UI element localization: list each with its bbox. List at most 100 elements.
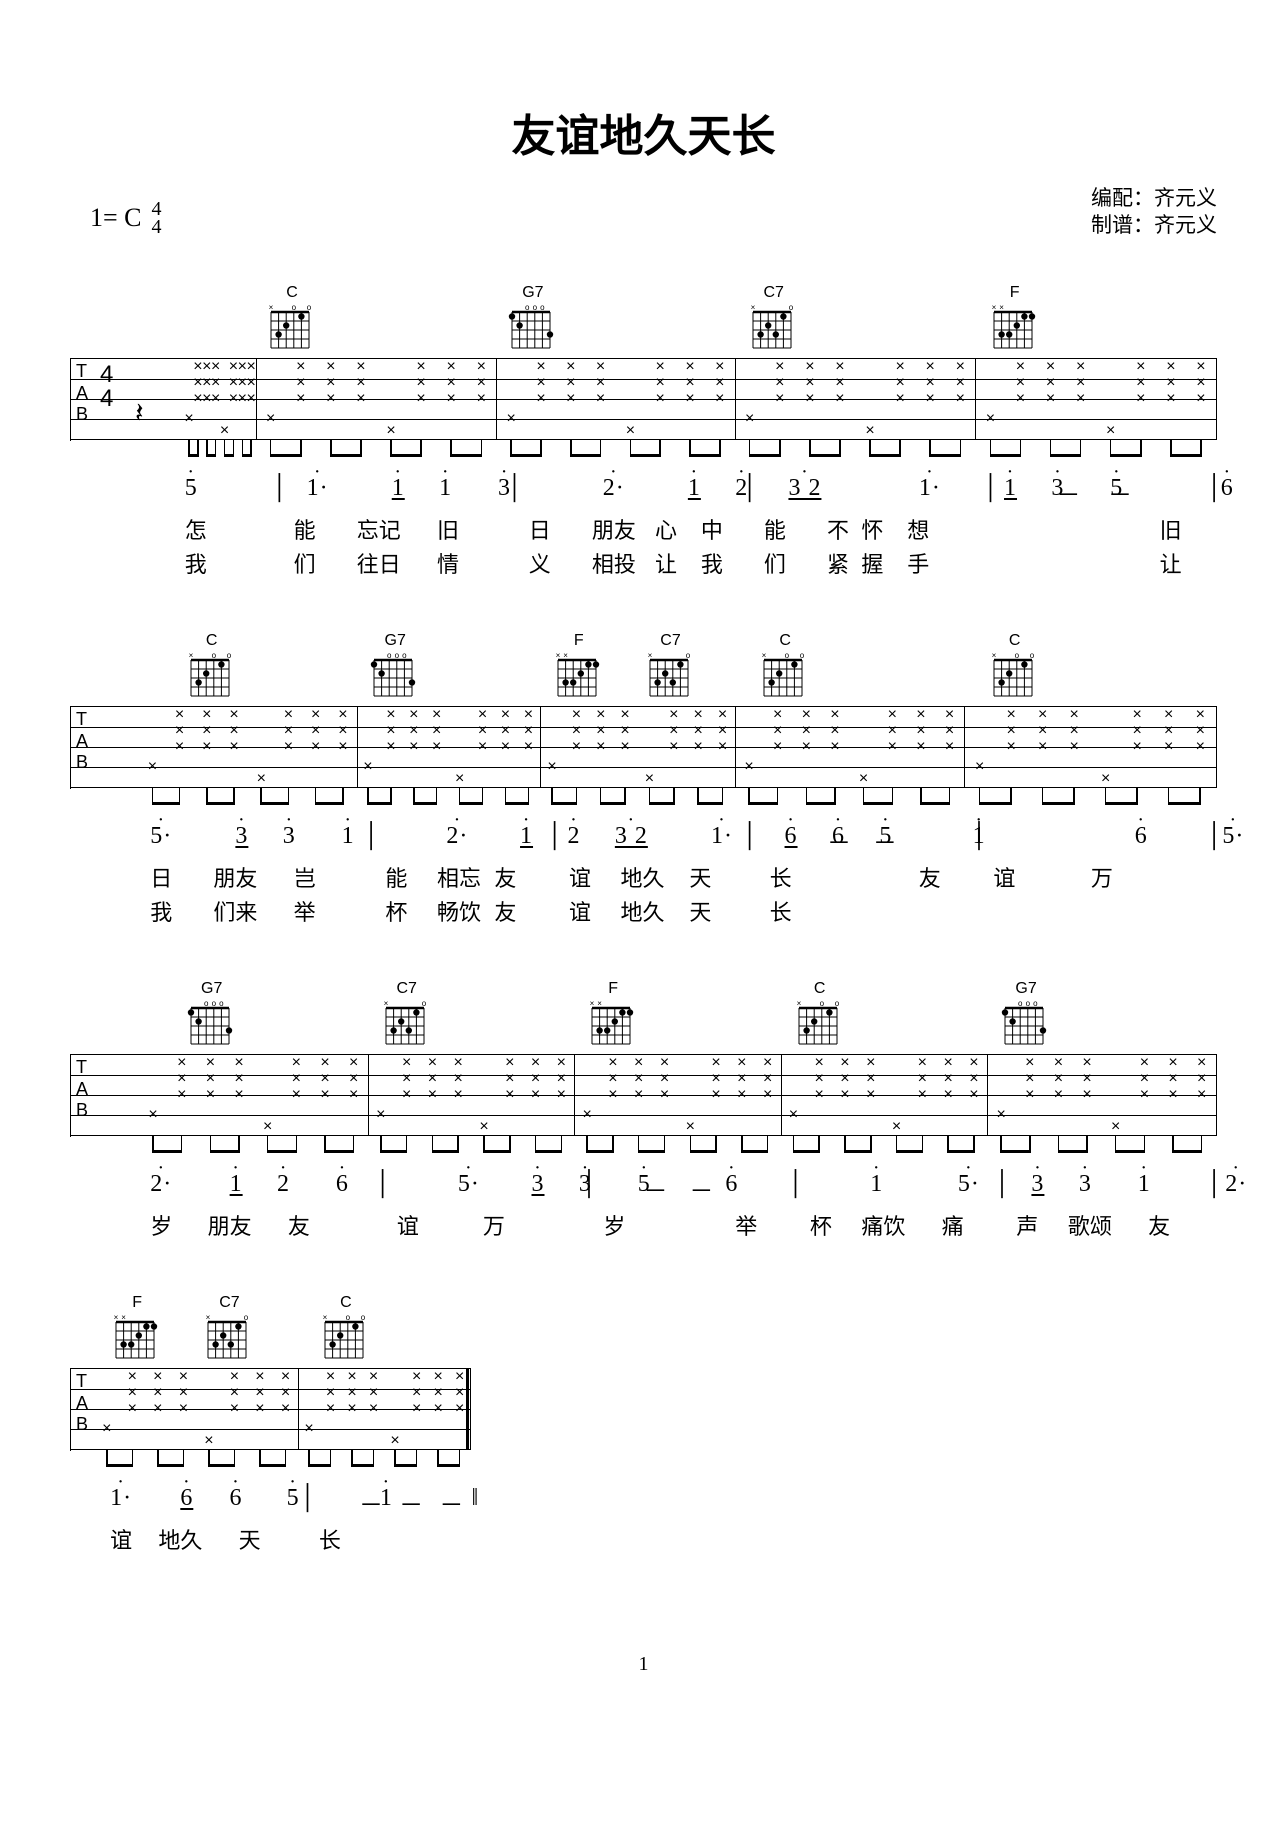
- chord-grid-icon: ooo: [368, 652, 422, 705]
- tab-x-mark: ×: [1197, 1086, 1206, 1104]
- beam: [189, 454, 198, 457]
- sheet-music-page: 友谊地久天长 编配：齐元义 制谱：齐元义 1= C 4 4 C×ooG7oooC…: [0, 0, 1287, 1716]
- beam: [207, 802, 234, 805]
- jianpu-note: 1·: [919, 475, 941, 501]
- tab-x-mark: ×: [926, 390, 935, 408]
- tab-x-mark: ×: [835, 390, 844, 408]
- chord-name: C7: [202, 1294, 256, 1312]
- jianpu-row: 1·665│1－－－‖: [70, 1485, 471, 1519]
- svg-text:×: ×: [796, 1000, 801, 1008]
- jianpu-row: 5·331│2·123 2│1·665│1－－6│5·331│: [70, 823, 1217, 857]
- jianpu-note: 1: [439, 475, 452, 501]
- tab-x-mark: ×: [229, 738, 238, 756]
- tab-x-mark: ×: [356, 390, 365, 408]
- svg-text:o: o: [685, 652, 690, 660]
- lyric-syllable: 天: [689, 895, 711, 927]
- beam: [1173, 1150, 1202, 1153]
- tab-x-mark: ×: [455, 770, 464, 788]
- tab-x-mark: ×: [428, 1086, 437, 1104]
- tab-x-mark: ×: [1133, 738, 1142, 756]
- lyric-syllable: 谊: [569, 861, 591, 893]
- chord-diagram-c7: C7×o: [380, 980, 434, 1053]
- tab-x-mark: ×: [1070, 738, 1079, 756]
- jianpu-note: 1·: [110, 1485, 132, 1511]
- lyric-syllable: 痛饮: [861, 1209, 905, 1241]
- tab-x-mark: ×: [645, 770, 654, 788]
- jianpu-note: 5·: [958, 1171, 980, 1197]
- tab-x-mark: ×: [369, 1400, 378, 1418]
- svg-text:o: o: [395, 652, 400, 660]
- jianpu-note: 3: [235, 823, 248, 849]
- tab-x-mark: ×: [608, 1086, 617, 1104]
- jianpu-note: 6: [180, 1485, 193, 1511]
- lyric-syllable: 怎: [185, 513, 207, 545]
- beam: [153, 1150, 182, 1153]
- tab-x-mark: ×: [402, 1086, 411, 1104]
- beam: [381, 1150, 407, 1153]
- barline: [987, 1055, 988, 1135]
- barline: [1216, 707, 1217, 787]
- tab-x-mark: ×: [507, 410, 516, 428]
- chord-grid-icon: ooo: [506, 304, 560, 357]
- beam: [432, 1150, 458, 1153]
- music-system: F××C7×oC×ooTAB××××××××××××××××××××××××××…: [70, 1294, 471, 1553]
- chord-row: F××C7×oC×oo: [70, 1294, 471, 1364]
- tab-x-mark: ×: [386, 738, 395, 756]
- chord-name: C7: [747, 284, 801, 302]
- beam: [897, 1150, 923, 1153]
- jianpu-note: 3: [1031, 1171, 1044, 1197]
- beam: [536, 1150, 562, 1153]
- transcriber-name: 齐元义: [1154, 213, 1217, 237]
- tab-x-mark: ×: [220, 422, 229, 440]
- tab-x-mark: ×: [478, 738, 487, 756]
- beam: [316, 802, 343, 805]
- lyric-syllable: 们: [764, 547, 786, 579]
- jianpu-note: －: [1108, 475, 1133, 510]
- beam: [1001, 1150, 1030, 1153]
- jianpu-note: －: [1056, 475, 1081, 510]
- lyric-syllable: 手: [907, 547, 929, 579]
- transcriber-line: 制谱：齐元义: [1091, 212, 1217, 239]
- lyric-syllable: 举: [735, 1209, 757, 1241]
- lyric-row: 我们来举杯畅饮友谊地久天长: [70, 895, 1217, 925]
- beam: [1058, 1150, 1087, 1153]
- jianpu-note: │: [982, 475, 1000, 502]
- chord-grid-icon: ××: [110, 1314, 164, 1367]
- beam: [152, 802, 179, 805]
- lyric-syllable: 情: [437, 547, 459, 579]
- chord-row: C×ooG7oooC7×oF××: [70, 284, 1217, 354]
- beam: [742, 1150, 768, 1153]
- tab-x-mark: ×: [773, 738, 782, 756]
- lyric-syllable: 地久: [158, 1523, 202, 1555]
- jianpu-note: 6: [1135, 823, 1148, 849]
- svg-text:×: ×: [323, 1314, 328, 1322]
- chord-name: C: [758, 632, 812, 650]
- svg-text:o: o: [421, 1000, 426, 1008]
- beam: [810, 454, 840, 457]
- tab-x-mark: ×: [376, 1106, 385, 1124]
- tab-clef: TAB: [76, 1057, 88, 1122]
- jianpu-note: －: [827, 823, 852, 858]
- chord-grid-icon: ×oo: [793, 1000, 847, 1053]
- beam: [505, 802, 528, 805]
- beam-row: [70, 787, 1216, 811]
- tab-x-mark: ×: [1038, 738, 1047, 756]
- tab-x-mark: ×: [320, 1086, 329, 1104]
- beam: [484, 1150, 510, 1153]
- svg-text:×: ×: [999, 304, 1004, 312]
- tab-x-mark: ×: [830, 738, 839, 756]
- tab-x-mark: ×: [744, 758, 753, 776]
- tab-x-mark: ×: [296, 390, 305, 408]
- tab-x-mark: ×: [685, 390, 694, 408]
- tab-x-mark: ×: [1025, 1086, 1034, 1104]
- tab-x-mark: ×: [895, 390, 904, 408]
- chord-diagram-g7: G7ooo: [506, 284, 560, 357]
- lyric-syllable: 天: [689, 861, 711, 893]
- tab-clef: TAB: [76, 1371, 88, 1436]
- tab-x-mark: ×: [347, 1400, 356, 1418]
- tab-x-mark: ×: [148, 758, 157, 776]
- jianpu-note: │: [970, 823, 988, 850]
- lyric-syllable: 友: [919, 861, 941, 893]
- chord-diagram-c7: C7×o: [202, 1294, 256, 1367]
- jianpu-note: 1: [230, 1171, 243, 1197]
